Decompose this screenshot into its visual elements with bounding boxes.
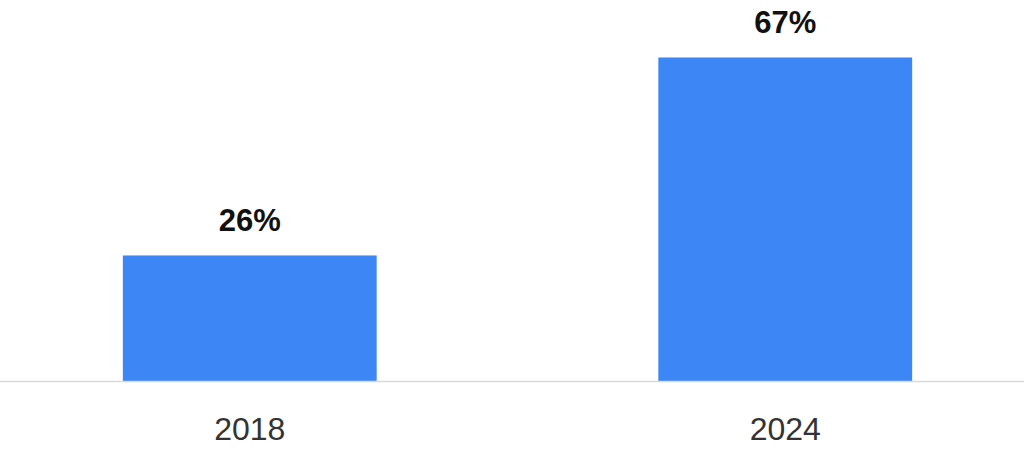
bar xyxy=(123,255,377,381)
bars xyxy=(123,57,912,381)
baseline xyxy=(0,381,1024,383)
category-label: 2018 xyxy=(214,411,285,447)
x-axis: 2018 2024 xyxy=(214,411,821,447)
data-label: 67% xyxy=(754,5,816,40)
data-label: 26% xyxy=(219,203,281,238)
category-label: 2024 xyxy=(750,411,821,447)
chart: 26% 67% 2018 2024 xyxy=(0,0,1024,458)
data-labels: 26% 67% xyxy=(219,5,817,238)
bar xyxy=(658,57,912,381)
